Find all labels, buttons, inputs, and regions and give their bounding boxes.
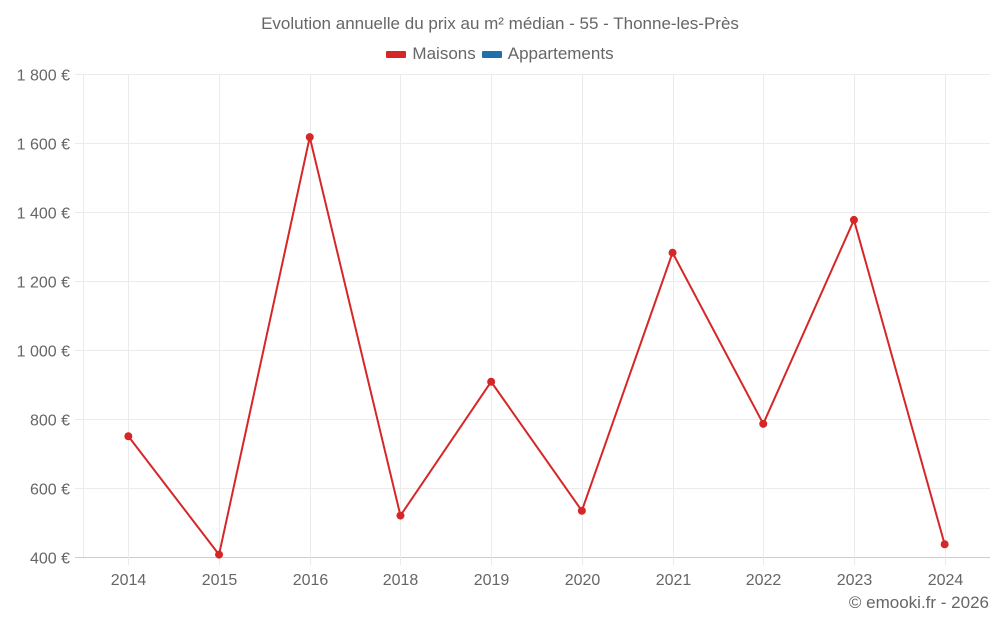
legend-label-appartements: Appartements [507,44,614,63]
data-point[interactable] [759,419,768,428]
x-tick-label: 2023 [837,572,873,589]
y-tick-label: 1 200 € [17,275,70,292]
data-point[interactable] [305,133,314,142]
y-tick-label: 1 600 € [17,137,70,154]
data-point[interactable] [668,248,677,257]
y-tick-label: 400 € [30,551,70,568]
data-point[interactable] [487,377,496,386]
x-tick-label: 2015 [202,572,238,589]
x-tick-label: 2020 [565,572,601,589]
y-tick-label: 1 000 € [17,344,70,361]
chart-title: Evolution annuelle du prix au m² médian … [261,14,739,33]
data-point[interactable] [849,215,858,224]
x-tick-label: 2021 [656,572,692,589]
legend-item-appartements[interactable]: Appartements [481,44,614,64]
x-tick-label: 2019 [474,572,510,589]
y-tick-label: 800 € [30,413,70,430]
y-tick-label: 600 € [30,482,70,499]
y-tick-label: 1 800 € [17,68,70,85]
series-line-maisons [127,136,946,556]
data-point[interactable] [396,511,405,520]
credit-text: © emooki.fr - 2026 [848,593,989,612]
data-point[interactable] [940,540,949,549]
legend-item-maisons[interactable]: Maisons [386,44,476,64]
x-tick-label: 2016 [293,572,329,589]
legend-swatch-appartements [481,50,502,58]
legend-swatch-maisons [386,50,407,58]
legend: Maisons Appartements [0,44,1000,64]
data-point[interactable] [124,432,133,441]
data-point[interactable] [577,506,586,515]
data-point[interactable] [215,550,224,559]
x-tick-label: 2014 [111,572,147,589]
x-tick-label: 2022 [746,572,782,589]
legend-label-maisons: Maisons [412,44,476,63]
y-tick-label: 1 400 € [17,206,70,223]
x-tick-label: 2018 [383,572,419,589]
x-tick-label: 2024 [928,572,964,589]
